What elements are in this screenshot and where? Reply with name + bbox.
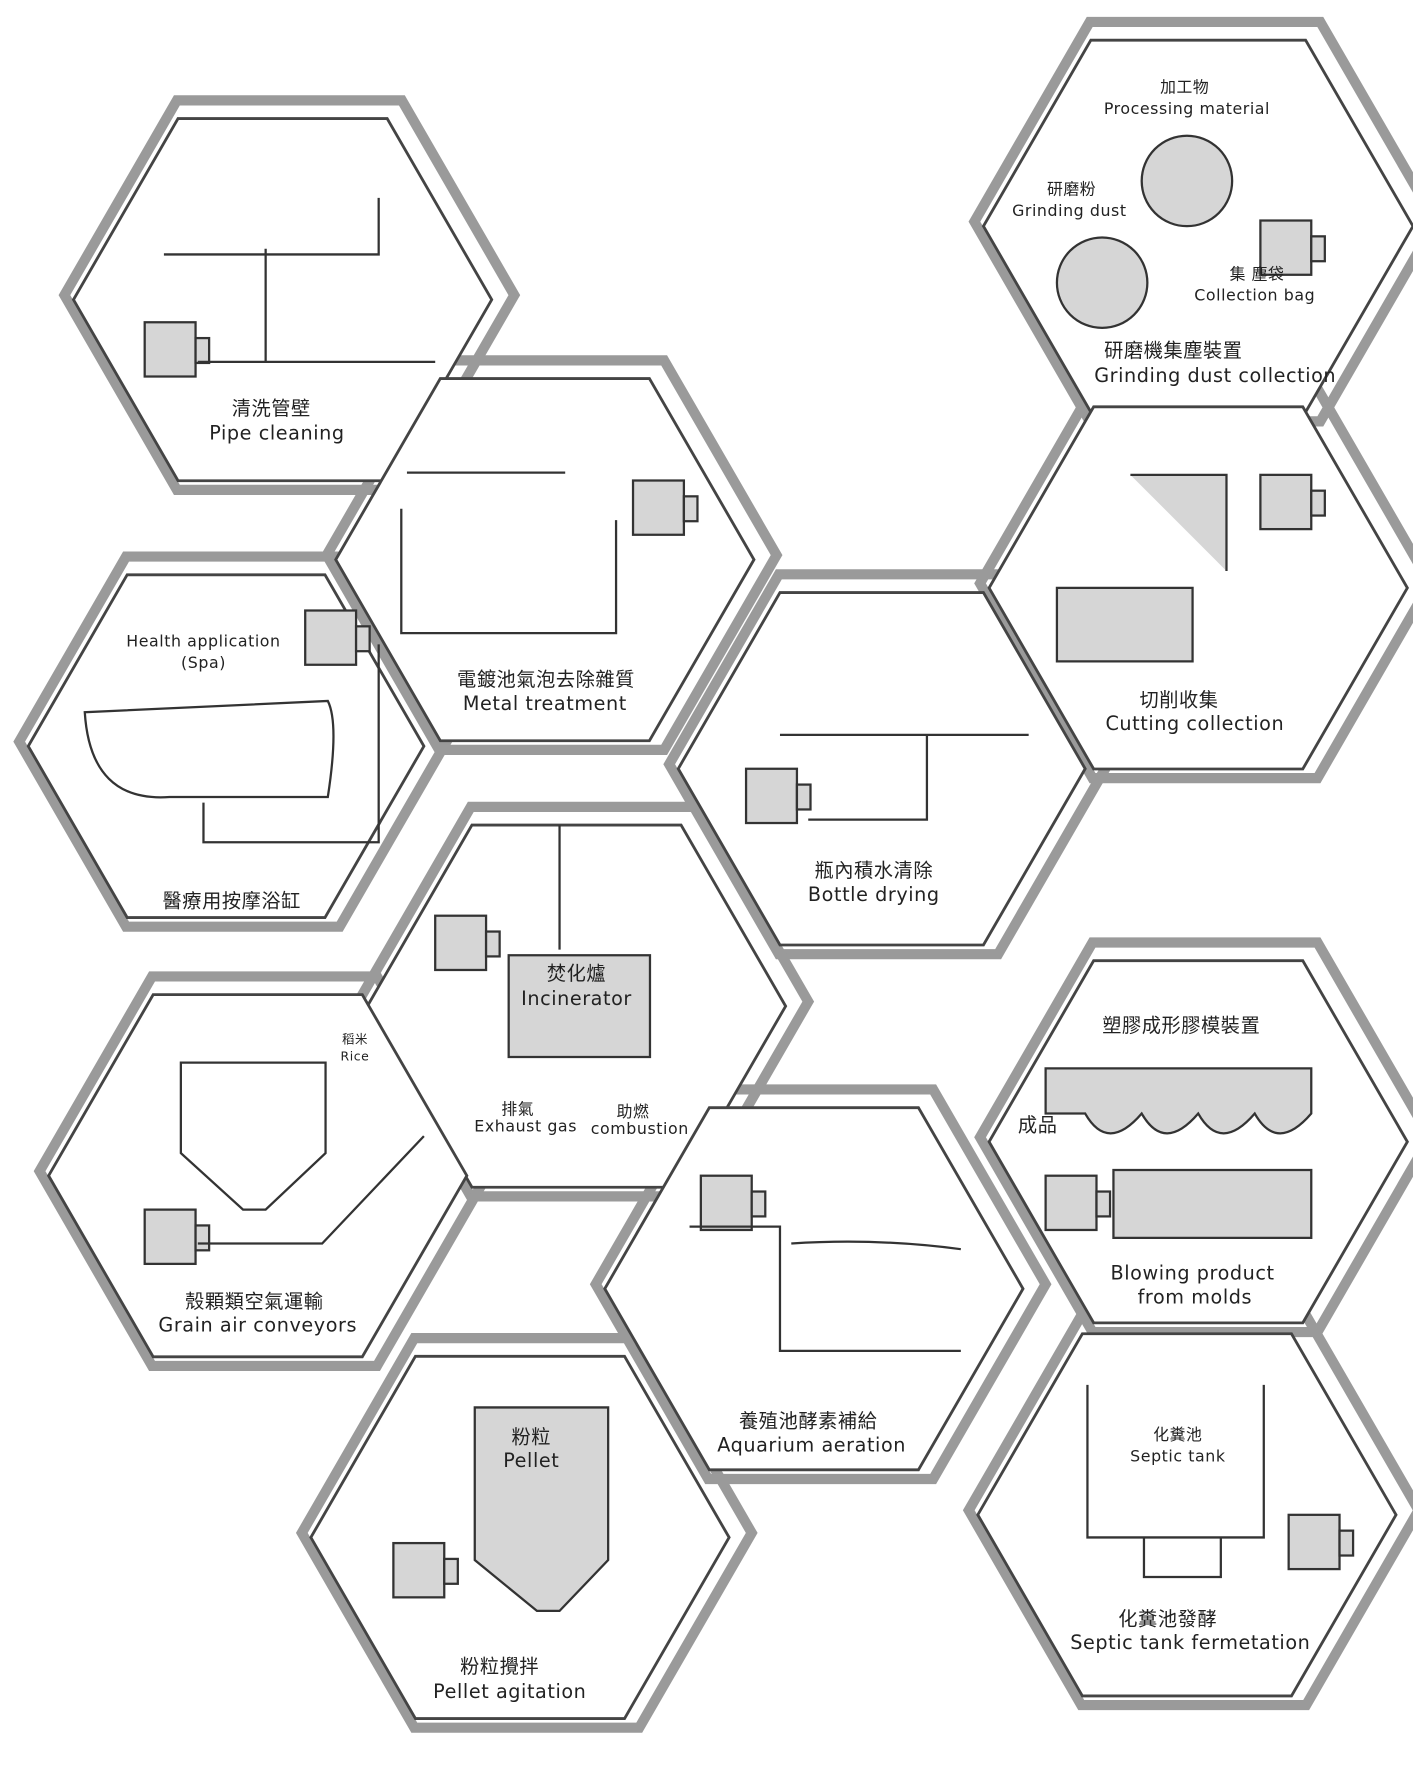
label: 塑膠成形膠模裝置 [1102, 1014, 1260, 1037]
label: Aquarium aeration [717, 1433, 906, 1456]
blower-outlet [194, 336, 211, 365]
label: 化糞池 [1153, 1425, 1202, 1444]
hex-frame [589, 1084, 1052, 1485]
spa-tub [83, 644, 380, 844]
label: from molds [1138, 1285, 1252, 1308]
molds [1044, 1067, 1313, 1240]
label: Processing material [1104, 99, 1270, 118]
label: Blowing product [1111, 1262, 1275, 1285]
label: 養殖池酵素補給 [739, 1410, 877, 1433]
blower-outlet [484, 930, 501, 958]
blower-outlet [1310, 489, 1326, 517]
blower-outlet [682, 495, 699, 523]
label: Bottle drying [808, 883, 940, 906]
septic-tank [1086, 1384, 1265, 1579]
grinder [1055, 134, 1234, 330]
label: 切削收集 [1139, 688, 1218, 711]
blower [143, 321, 197, 378]
label: Incinerator [521, 987, 632, 1010]
label: Rice [341, 1049, 370, 1064]
label: 粉粒攪拌 [460, 1655, 539, 1678]
illustrations [83, 134, 1355, 1613]
blower [699, 1174, 753, 1232]
label: 研磨粉 [1047, 179, 1096, 198]
label: Septic tank [1130, 1447, 1226, 1466]
label: 瓶內積水清除 [814, 859, 933, 882]
label: 殼顆類空氣運輸 [185, 1290, 323, 1313]
label: (Spa) [181, 653, 226, 672]
blower [744, 767, 799, 825]
blower [1044, 1174, 1098, 1232]
blower-outlet [795, 783, 812, 811]
blower-outlet [1338, 1529, 1355, 1557]
blower [143, 1208, 197, 1266]
hex-panel [676, 591, 1087, 947]
blower-outlet [443, 1557, 459, 1585]
label: 排氣 [501, 1100, 534, 1119]
blower [631, 479, 686, 536]
label: Collection bag [1194, 286, 1315, 305]
aquarium [689, 1225, 961, 1353]
hexagons [13, 16, 1413, 1733]
label: Septic tank fermetation [1070, 1631, 1310, 1654]
hex-frame [968, 16, 1413, 427]
label: 醫療用按摩浴缸 [163, 890, 301, 913]
label: 集 塵袋 [1230, 264, 1285, 283]
blower [1259, 219, 1313, 276]
blower-outlet [1310, 235, 1326, 263]
label: 粉粒 [512, 1425, 552, 1448]
blower-outlet [354, 625, 371, 653]
blower-outlet [750, 1190, 767, 1218]
label: 電鍍池氣泡去除雜質 [457, 668, 635, 691]
blower [392, 1541, 446, 1599]
metal-tank [400, 471, 618, 635]
blower [434, 914, 488, 972]
label: 焚化爐 [547, 962, 606, 985]
label: Pipe cleaning [209, 422, 344, 445]
label: 成品 [1018, 1113, 1058, 1136]
label: 助燃 [617, 1102, 650, 1121]
cutter [1055, 473, 1228, 663]
hex-frame [33, 971, 496, 1372]
label: combustion [591, 1119, 689, 1138]
label: Pellet agitation [433, 1680, 586, 1703]
hex-panel [46, 993, 469, 1359]
incinerator [507, 825, 652, 1059]
label: 稻米 [342, 1032, 368, 1047]
blower [1259, 473, 1313, 531]
pipe-cleaning [163, 197, 436, 363]
hex-panel [334, 377, 756, 743]
bottle-pipe [779, 733, 1029, 821]
label: Cutting collection [1105, 712, 1284, 735]
label: Pellet [503, 1449, 559, 1472]
hex-panel [976, 1332, 1398, 1698]
blower-outlet [194, 1224, 211, 1252]
label: Health application [126, 632, 280, 651]
label: Exhaust gas [474, 1117, 577, 1136]
blower [304, 609, 358, 666]
blower-outlet [1095, 1190, 1112, 1218]
pellet-silo [473, 1406, 610, 1613]
label: Grinding dust [1012, 201, 1127, 220]
blower [1287, 1513, 1341, 1571]
label: Grinding dust collection [1094, 364, 1336, 387]
label: Grain air conveyors [158, 1314, 357, 1337]
label: 清洗管壁 [232, 397, 311, 420]
grain-hopper [179, 1061, 425, 1245]
label: Metal treatment [463, 692, 627, 715]
label: 加工物 [1160, 78, 1209, 97]
label: 研磨機集塵裝置 [1104, 339, 1242, 362]
label: 化糞池發酵 [1118, 1607, 1217, 1630]
